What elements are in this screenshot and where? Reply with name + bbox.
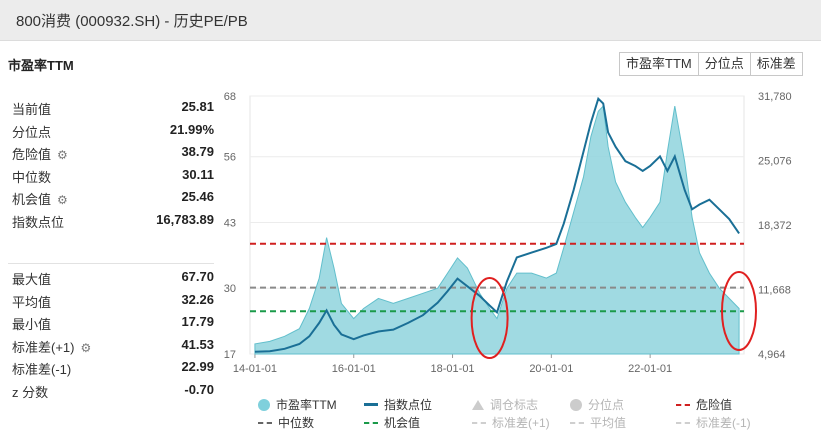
y-right-tick-label: 4,964 [758,349,786,361]
stat-label: 指数点位 [12,214,65,230]
stat-row: 最大值 67.70 [8,266,214,289]
stat-row: 机会值 ⚙ 25.46 [8,186,214,209]
y-right-tick-label: 31,780 [758,91,792,103]
legend-item[interactable]: 标准差(+1) [472,414,550,431]
section-title: 市盈率TTM [8,58,74,73]
stat-row: 中位数 30.11 [8,164,214,187]
stat-row: 指数点位 16,783.89 [8,209,214,232]
stat-value: 38.79 [181,144,214,159]
stat-value: 17.79 [181,314,214,329]
highlight-ellipse [721,271,757,351]
pe-ttm-area [254,104,740,355]
legend-item[interactable]: 调仓标志 [472,396,538,413]
tab-percentile[interactable]: 分位点 [697,52,751,76]
legend-label: 调仓标志 [490,398,539,412]
legend-dot-icon [570,398,582,411]
stat-label: 分位点 [12,124,52,140]
legend-label: 分位点 [588,398,625,412]
legend-dash-icon [676,403,690,406]
metric-tabs: 市盈率TTM 分位点 标准差 [619,52,803,76]
legend-dash-icon [676,421,690,424]
stat-value: 67.70 [181,269,214,284]
y-left-tick-label: 56 [224,152,236,164]
legend-dash-icon [570,421,584,424]
legend-item[interactable]: 危险值 [676,396,732,413]
legend-label: 标准差(+1) [492,416,550,430]
legend-item[interactable]: 平均值 [570,414,626,431]
stat-row: 标准差(-1) 22.99 [8,356,214,379]
stat-value: 25.46 [181,189,214,204]
legend-triangle-icon [472,399,484,410]
y-left-tick-label: 68 [224,91,236,103]
stat-row: z 分数 -0.70 [8,379,214,402]
y-right-tick-label: 25,076 [758,156,792,168]
y-right-tick-label: 11,668 [758,285,791,297]
legend-line-icon [364,403,378,406]
legend-label: 机会值 [384,416,421,430]
stat-label: z 分数 [12,384,49,400]
stat-label: 当前值 [12,102,52,117]
legend-label: 标准差(-1) [696,416,751,430]
gear-icon[interactable]: ⚙ [57,148,68,162]
tab-std-dev[interactable]: 标准差 [749,52,803,76]
legend-item[interactable]: 标准差(-1) [676,414,751,431]
legend-label: 指数点位 [384,398,433,412]
legend-item[interactable]: 市盈率TTM [258,396,337,413]
stat-label: 最大值 [12,272,52,287]
window-titlebar: 800消费 (000932.SH) - 历史PE/PB [0,0,821,41]
stat-label: 标准差(+1) ⚙ [12,339,92,355]
y-left-tick-label: 17 [224,349,236,361]
stat-label: 机会值 ⚙ [12,192,68,207]
stat-value: 22.99 [181,359,214,374]
stat-value: 21.99% [169,121,214,137]
stat-value: 25.81 [181,99,214,114]
stat-value: 30.11 [182,166,214,182]
legend-item[interactable]: 分位点 [570,396,624,413]
stat-value: 16,783.89 [156,211,214,227]
stats-top-panel: 当前值 25.81 分位点 21.99% 危险值 ⚙ 38.79 中位数 30.11 机会值 ⚙ 25… [8,96,214,231]
stat-label: 平均值 [12,294,52,310]
stat-value: -0.70 [184,381,214,397]
y-left-tick-label: 43 [224,217,236,229]
stat-row: 最小值 17.79 [8,311,214,334]
window-title: 800消费 (000932.SH) - 历史PE/PB [16,13,248,30]
legend-label: 市盈率TTM [276,398,337,412]
stat-value: 32.26 [181,291,214,307]
stat-row: 平均值 32.26 [8,289,214,312]
y-right-tick-label: 18,372 [758,220,792,232]
highlight-ellipse [470,277,509,359]
legend-item[interactable]: 中位数 [258,414,314,431]
legend-label: 中位数 [278,416,315,430]
x-tick-label: 22-01-01 [628,363,672,375]
stat-row: 危险值 ⚙ 38.79 [8,141,214,164]
legend-label: 危险值 [696,398,733,412]
legend-item[interactable]: 指数点位 [364,396,432,413]
gear-icon[interactable]: ⚙ [57,193,68,207]
y-left-tick-label: 30 [224,283,236,295]
index-points-line [254,96,740,353]
legend-item[interactable]: 机会值 [364,414,420,431]
x-tick-label: 14-01-01 [233,363,277,375]
legend-dash-icon [472,421,486,424]
stats-divider [8,263,214,264]
legend-dash-icon [364,421,378,424]
stat-label: 危险值 ⚙ [12,147,68,162]
stat-label: 最小值 [12,317,52,332]
stat-row: 当前值 25.81 [8,96,214,119]
stat-value: 41.53 [181,336,214,352]
legend-dot-icon [258,398,270,411]
stats-bottom-panel: 最大值 67.70 平均值 32.26 最小值 17.79 标准差(+1) ⚙ 41.53 标准差… [8,266,214,401]
stat-row: 分位点 21.99% [8,119,214,142]
gear-icon[interactable]: ⚙ [80,340,92,355]
legend-dash-icon [258,421,272,424]
stat-label: 标准差(-1) [12,362,72,377]
legend-label: 平均值 [590,416,627,430]
x-tick-label: 18-01-01 [431,363,475,375]
stat-row: 标准差(+1) ⚙ 41.53 [8,334,214,357]
x-tick-label: 16-01-01 [332,363,376,375]
x-tick-label: 20-01-01 [529,363,573,375]
stat-label: 中位数 [12,169,52,185]
